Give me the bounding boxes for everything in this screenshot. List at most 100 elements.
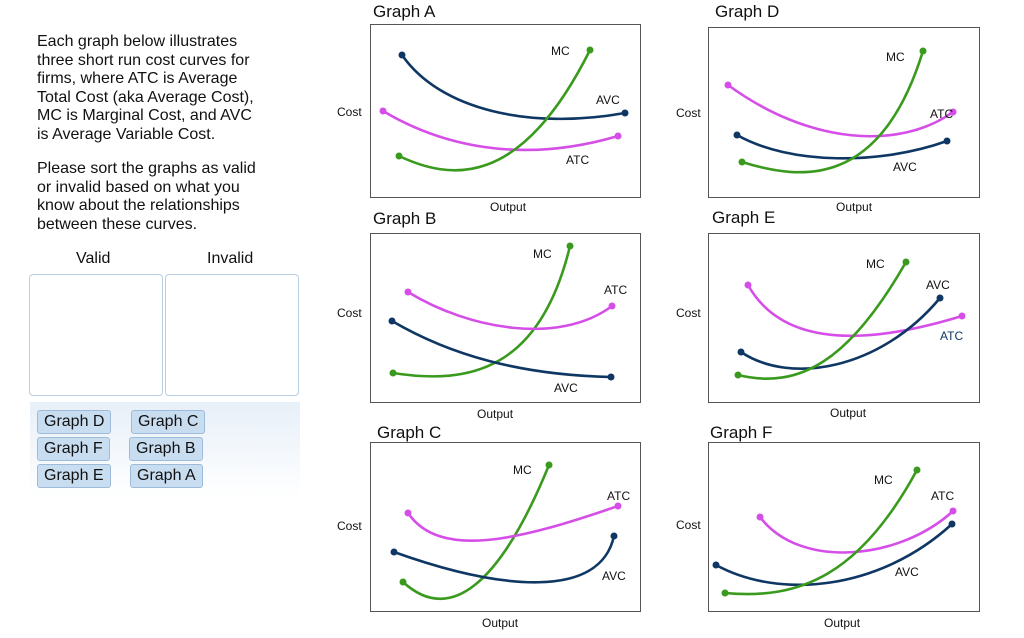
graph-f-x-axis-label: Output	[824, 616, 861, 630]
graph-e-atc-label: ATC	[940, 329, 963, 343]
graph-f-mc-end-point	[913, 466, 921, 474]
graph-d-atc-curve	[726, 83, 955, 138]
graph-c-x-axis-label: Output	[482, 616, 519, 630]
graph-b-atc-curve	[406, 290, 614, 331]
graph-a-mc-start-point	[395, 152, 403, 160]
graph-e-mc-end-point	[902, 258, 910, 266]
graph-a-mc-label: MC	[551, 44, 570, 58]
instructions: Each graph below illustrates three short…	[37, 33, 307, 250]
graph-f-y-axis-label: Cost	[676, 518, 701, 532]
graph-d-avc-end-point	[943, 137, 951, 145]
graph-c-y-axis-label: Cost	[337, 519, 362, 533]
graph-b-mc-curve	[391, 244, 572, 378]
graph-d-title: Graph D	[715, 2, 780, 21]
valid-column-label: Valid	[76, 250, 111, 267]
graph-c-atc-start-point	[404, 509, 412, 517]
chip-graph-a[interactable]: Graph A	[130, 464, 203, 488]
graph-f-avc-label: AVC	[895, 565, 919, 579]
graph-d-mc-curve	[740, 49, 925, 174]
graph-a-atc-label: ATC	[566, 153, 589, 167]
graph-b-atc-start-point	[404, 288, 412, 296]
graph-a-avc-end-point	[621, 109, 629, 117]
graph-c-mc-end-point	[545, 461, 553, 469]
graph-f-plot-frame	[708, 442, 980, 612]
graph-f-mc-label: MC	[874, 473, 893, 487]
graph-d-atc-label: ATC	[930, 107, 953, 121]
graph-d-atc-start-point	[724, 81, 732, 89]
graph-b-x-axis-label: Output	[477, 407, 514, 421]
graph-e-mc-curve	[736, 260, 908, 380]
graph-b-avc-end-point	[607, 373, 615, 381]
graph-e-mc-label: MC	[866, 257, 885, 271]
graph-b-atc-label: ATC	[604, 283, 627, 297]
instructions-task: Please sort the graphs as valid or inval…	[37, 160, 256, 233]
graph-d-atc-end-point	[949, 108, 957, 116]
chip-graph-f[interactable]: Graph F	[37, 437, 110, 461]
graph-f-mc-start-point	[721, 589, 729, 597]
graph-e-avc-curve	[739, 296, 942, 370]
chip-graph-d[interactable]: Graph D	[37, 410, 112, 434]
graph-d-plot-frame	[708, 27, 980, 198]
graph-b-mc-end-point	[566, 242, 574, 250]
graph-f-title: Graph F	[710, 423, 773, 442]
graph-e-mc-start-point	[734, 371, 742, 379]
graph-d-mc-start-point	[738, 158, 746, 166]
graph-c-title: Graph C	[377, 423, 442, 442]
graph-d-avc-label: AVC	[893, 160, 917, 174]
graph-b-avc-curve	[390, 319, 613, 379]
graph-c-mc-label: MC	[513, 463, 532, 477]
graph-c-atc-curve	[406, 504, 620, 542]
graph-e-avc-start-point	[737, 348, 745, 356]
graph-d-mc-label: MC	[886, 50, 905, 64]
graph-c-atc-end-point	[614, 502, 622, 510]
graph-f-avc-start-point	[712, 561, 720, 569]
graph-f-atc-start-point	[756, 513, 764, 521]
invalid-column-label: Invalid	[207, 250, 254, 267]
graph-e-atc-start-point	[744, 281, 752, 289]
graph-b-avc-start-point	[388, 317, 396, 325]
graph-b-atc-end-point	[608, 302, 616, 310]
chip-graph-b[interactable]: Graph B	[129, 437, 203, 461]
graph-f-atc-end-point	[949, 507, 957, 515]
graph-b-mc-label: MC	[533, 247, 552, 261]
graph-d-x-axis-label: Output	[836, 200, 873, 214]
graph-a-title: Graph A	[373, 2, 436, 21]
graph-a-avc-label: AVC	[596, 93, 620, 107]
graph-a-avc-start-point	[398, 51, 406, 59]
graph-a-mc-curve	[397, 48, 592, 172]
graph-a-atc-end-point	[614, 132, 622, 140]
graph-a-mc-end-point	[586, 46, 594, 54]
invalid-drop-zone[interactable]	[165, 274, 299, 396]
graph-a-avc-curve	[400, 53, 627, 121]
graph-b-y-axis-label: Cost	[337, 306, 362, 320]
graph-e-title: Graph E	[712, 208, 776, 227]
graph-a-x-axis-label: Output	[490, 200, 527, 214]
chip-graph-c[interactable]: Graph C	[131, 410, 206, 434]
graph-d-y-axis-label: Cost	[676, 106, 701, 120]
graph-e-avc-end-point	[936, 294, 944, 302]
graph-a-y-axis-label: Cost	[337, 105, 362, 119]
graph-c-plot-frame	[370, 442, 641, 612]
graph-e-atc-curve	[746, 283, 964, 338]
graph-e-atc-end-point	[958, 312, 966, 320]
graph-d-avc-curve	[735, 133, 949, 160]
graph-c-avc-label: AVC	[602, 569, 626, 583]
graph-e-avc-label: AVC	[926, 278, 950, 292]
graph-b-mc-start-point	[389, 369, 397, 377]
graph-f-atc-curve	[758, 509, 955, 554]
graph-d-avc-start-point	[733, 131, 741, 139]
graph-e-x-axis-label: Output	[830, 406, 867, 420]
graph-f-mc-curve	[723, 468, 919, 596]
graph-c-avc-curve	[392, 534, 616, 584]
graph-c-avc-end-point	[610, 532, 618, 540]
graph-a-atc-curve	[381, 109, 620, 152]
graph-f-atc-label: ATC	[931, 489, 954, 503]
chip-graph-e[interactable]: Graph E	[37, 464, 111, 488]
graph-f-avc-curve	[714, 522, 954, 587]
valid-drop-zone[interactable]	[29, 274, 163, 396]
graph-b-avc-label: AVC	[554, 381, 578, 395]
graph-c-avc-start-point	[390, 548, 398, 556]
graph-e-plot-frame	[708, 233, 980, 403]
graph-c-mc-start-point	[399, 578, 407, 586]
